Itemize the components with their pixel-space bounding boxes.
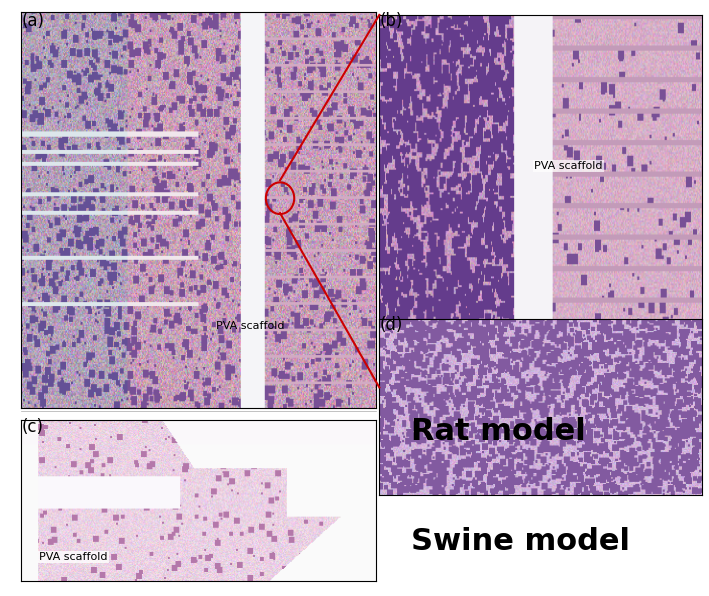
Text: Rat model: Rat model xyxy=(411,417,586,446)
Text: Swine model: Swine model xyxy=(411,527,630,557)
Text: (b): (b) xyxy=(379,12,403,30)
Text: (d): (d) xyxy=(379,316,403,334)
Text: (c): (c) xyxy=(21,418,43,436)
Text: PVA scaffold: PVA scaffold xyxy=(216,321,285,331)
Text: (a): (a) xyxy=(21,12,44,30)
Text: PVA scaffold: PVA scaffold xyxy=(534,161,603,171)
Text: PVA scaffold: PVA scaffold xyxy=(39,552,108,562)
